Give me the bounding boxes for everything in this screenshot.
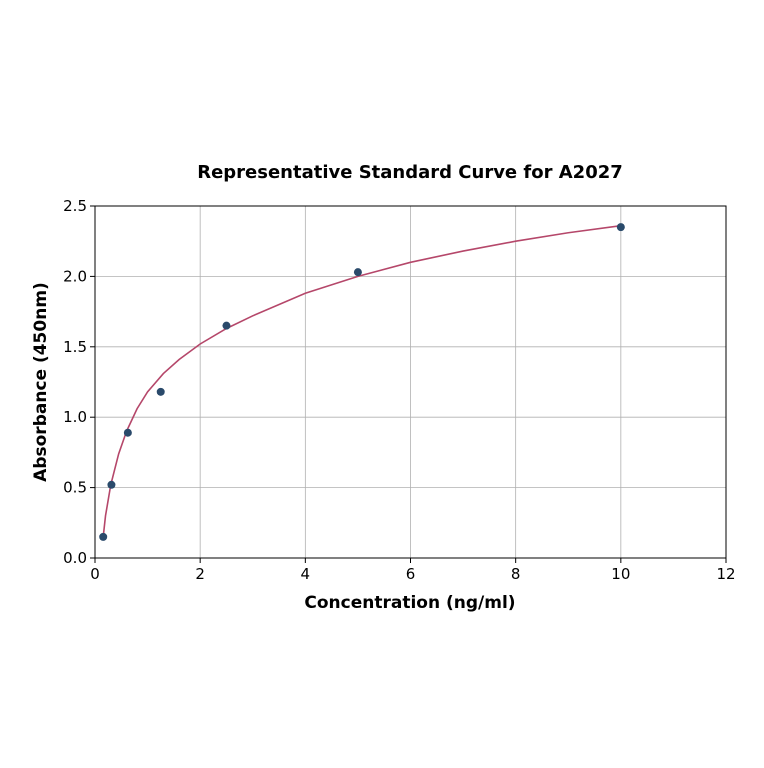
y-tick-label: 2.0: [63, 267, 87, 285]
x-tick-label: 8: [511, 565, 521, 583]
y-tick-label: 0.0: [63, 549, 87, 567]
x-tick-label: 12: [716, 565, 735, 583]
x-tick-label: 0: [90, 565, 100, 583]
data-point: [123, 428, 132, 437]
y-tick-label: 2.5: [63, 197, 87, 215]
data-point: [99, 532, 108, 541]
x-tick-label: 10: [611, 565, 630, 583]
x-tick-label: 4: [301, 565, 311, 583]
data-point: [222, 321, 231, 330]
plot-frame: [94, 205, 727, 559]
x-tick-label: 2: [195, 565, 205, 583]
y-tick-label: 1.5: [63, 338, 87, 356]
x-tick-label: 6: [406, 565, 416, 583]
data-point: [353, 268, 362, 277]
data-point: [616, 223, 625, 232]
y-tick-label: 0.5: [63, 479, 87, 497]
fit-curve: [102, 224, 621, 537]
data-point: [156, 387, 165, 396]
y-axis-label: Absorbance (450nm): [31, 282, 51, 482]
x-axis-label: Concentration (ng/ml): [304, 593, 515, 613]
chart-title: Representative Standard Curve for A2027: [197, 162, 623, 183]
y-tick-label: 1.0: [63, 408, 87, 426]
data-point: [107, 480, 116, 489]
